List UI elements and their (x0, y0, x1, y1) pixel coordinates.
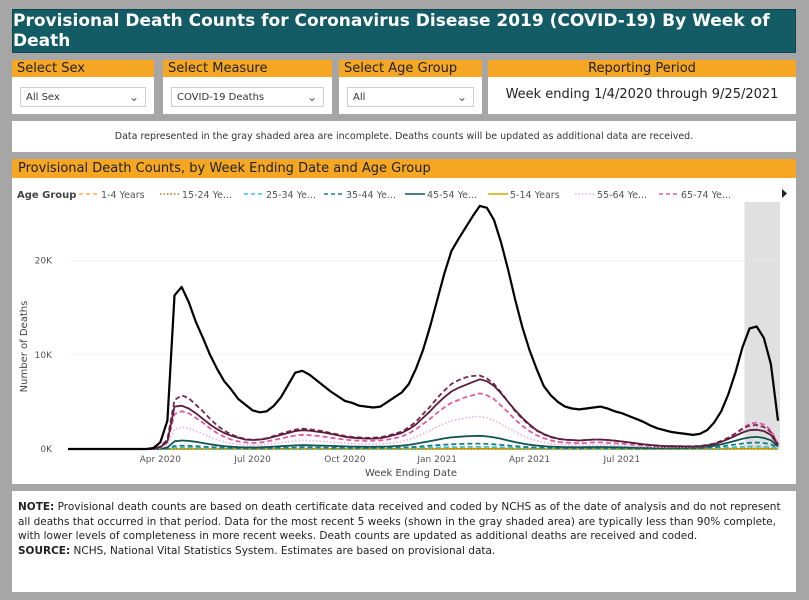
series-line-85-years (68, 378, 779, 450)
chevron-down-icon: ⌄ (456, 90, 467, 104)
chart-panel: Provisional Death Counts, by Week Ending… (12, 159, 796, 484)
sex-filter: Select Sex All Sex ⌄ (12, 60, 154, 114)
dashboard-title: Provisional Death Counts for Coronavirus… (12, 9, 796, 53)
series-line-all-ages (68, 204, 780, 451)
measure-filter: Select Measure COVID-19 Deaths ⌄ (163, 60, 332, 114)
x-tick-label: Jul 2020 (233, 455, 271, 465)
note-paragraph: NOTE: Provisional death counts are based… (18, 500, 790, 544)
series-line-55-64-years (68, 415, 779, 450)
series-line-25-34-years (68, 445, 779, 450)
source-paragraph: SOURCE: NCHS, National Vital Statistics … (18, 544, 790, 559)
measure-filter-label: Select Measure (163, 60, 332, 77)
legend-item-label: 55-64 Ye... (597, 190, 647, 201)
x-axis-title: Week Ending Date (365, 468, 457, 479)
age-filter: Select Age Group All ⌄ (339, 60, 482, 114)
note-box: NOTE: Provisional death counts are based… (12, 491, 796, 592)
age-dropdown-value: All (353, 92, 366, 103)
x-tick-label: Jul 2021 (602, 455, 640, 465)
reporting-period-value: Week ending 1/4/2020 through 9/25/2021 (505, 87, 779, 102)
measure-dropdown-value: COVID-19 Deaths (177, 92, 265, 103)
y-tick-label: 10K (35, 351, 53, 361)
age-filter-label: Select Age Group (339, 60, 482, 77)
incomplete-shaded-area (744, 202, 780, 449)
reporting-period: Reporting Period Week ending 1/4/2020 th… (488, 60, 796, 114)
source-text: NCHS, National Vital Statistics System. … (70, 544, 496, 557)
x-tick-label: Apr 2021 (509, 455, 550, 465)
chevron-down-icon: ⌄ (306, 90, 317, 104)
chevron-down-icon: ⌄ (128, 90, 139, 104)
legend-item-label: 5-14 Years (510, 190, 560, 201)
y-tick-label: 20K (35, 257, 53, 267)
legend-item-label: 35-44 Ye... (346, 190, 396, 201)
series-line-65-74-years (68, 392, 779, 450)
legend-item-label: 1-4 Years (101, 190, 145, 201)
sex-dropdown-value: All Sex (26, 92, 60, 103)
legend-title: Age Group (17, 190, 76, 201)
x-tick-label: Oct 2020 (324, 455, 366, 465)
legend-item-label: 45-54 Ye... (427, 190, 477, 201)
incomplete-data-notice: Data represented in the gray shaded area… (12, 121, 796, 152)
x-tick-label: Jan 2021 (416, 455, 457, 465)
note-text: Provisional death counts are based on de… (18, 501, 781, 542)
death-counts-chart[interactable]: 0K 10K 20K Apr 2020 Jul 2020 Oct 2020 Jan 2021… (12, 178, 796, 484)
y-axis-title: Number of Deaths (19, 301, 30, 393)
x-tick-label: Apr 2020 (140, 455, 182, 465)
sex-dropdown[interactable]: All Sex ⌄ (20, 87, 146, 107)
legend-next-arrow-icon[interactable] (782, 189, 787, 198)
y-tick-label: 0K (40, 445, 53, 455)
legend-item-label: 25-34 Ye... (266, 190, 316, 201)
legend-item-label: 65-74 Ye... (681, 190, 731, 201)
source-label: SOURCE: (18, 544, 71, 557)
sex-filter-label: Select Sex (12, 60, 154, 77)
age-dropdown[interactable]: All ⌄ (347, 87, 474, 107)
reporting-period-label: Reporting Period (488, 60, 796, 77)
measure-dropdown[interactable]: COVID-19 Deaths ⌄ (171, 87, 324, 107)
chart-panel-title: Provisional Death Counts, by Week Ending… (12, 159, 796, 178)
legend-item-label: 15-24 Ye... (182, 190, 232, 201)
note-label: NOTE: (18, 501, 55, 513)
series-line-75-84-years (68, 374, 779, 450)
